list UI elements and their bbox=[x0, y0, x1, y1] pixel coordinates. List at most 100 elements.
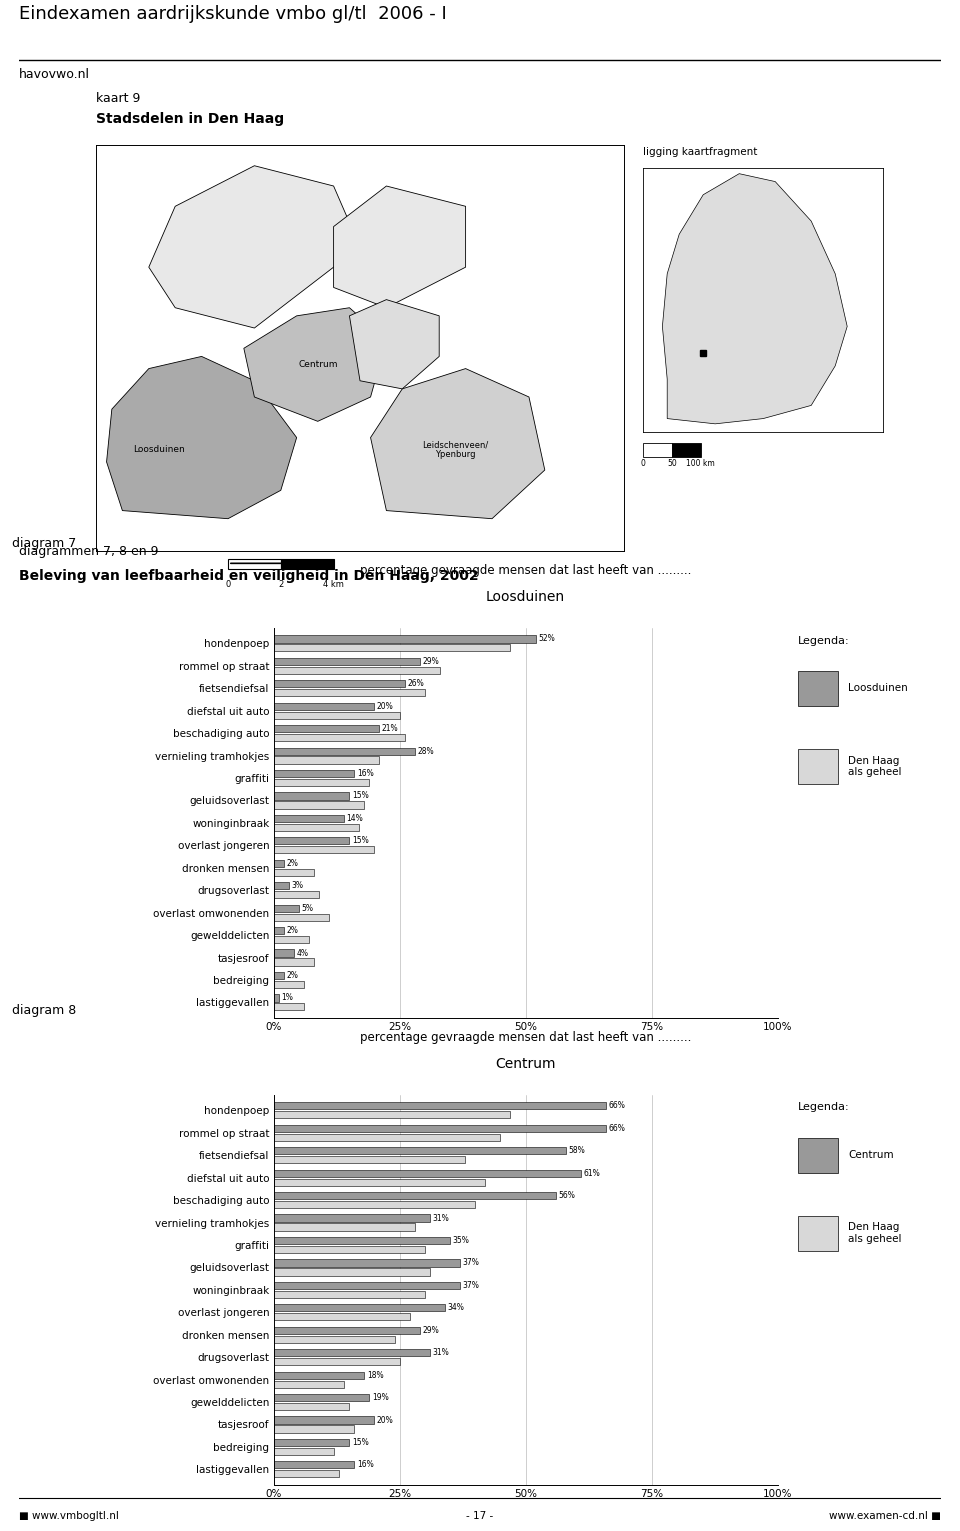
Bar bbox=[274, 658, 420, 664]
Text: kaart 9: kaart 9 bbox=[96, 92, 140, 104]
Bar bbox=[274, 1214, 430, 1222]
Text: Loosduinen: Loosduinen bbox=[133, 446, 185, 455]
Bar bbox=[274, 1133, 500, 1141]
Text: 14%: 14% bbox=[347, 814, 364, 824]
Text: 2%: 2% bbox=[286, 859, 298, 868]
Bar bbox=[274, 882, 289, 890]
Text: Leidschenveen/
Ypenburg: Leidschenveen/ Ypenburg bbox=[421, 439, 489, 459]
Bar bbox=[274, 1461, 354, 1468]
Text: 31%: 31% bbox=[432, 1214, 449, 1223]
Bar bbox=[274, 1416, 374, 1424]
Bar bbox=[274, 914, 329, 920]
Text: Loosduinen: Loosduinen bbox=[849, 683, 908, 694]
Bar bbox=[274, 1147, 566, 1154]
Bar bbox=[274, 1260, 460, 1266]
Bar bbox=[274, 770, 354, 778]
Text: Den Haag
als geheel: Den Haag als geheel bbox=[849, 755, 901, 778]
Bar bbox=[274, 837, 349, 845]
Bar bbox=[274, 958, 314, 966]
Bar bbox=[274, 1372, 365, 1379]
Text: percentage gevraagde mensen dat last heeft van .........: percentage gevraagde mensen dat last hee… bbox=[360, 563, 691, 577]
Text: Loosduinen: Loosduinen bbox=[486, 591, 565, 605]
Text: ■ www.vmbogltl.nl: ■ www.vmbogltl.nl bbox=[19, 1511, 119, 1522]
Bar bbox=[274, 972, 283, 980]
Polygon shape bbox=[244, 308, 386, 421]
Bar bbox=[274, 1281, 460, 1289]
Bar bbox=[274, 1200, 475, 1208]
Text: Centrum: Centrum bbox=[298, 360, 338, 369]
Text: 15%: 15% bbox=[351, 1438, 369, 1447]
Bar bbox=[274, 747, 415, 755]
Bar bbox=[274, 635, 536, 643]
Bar bbox=[274, 1425, 354, 1433]
Text: 2%: 2% bbox=[286, 971, 298, 980]
Bar bbox=[798, 671, 838, 706]
Bar bbox=[274, 1402, 349, 1410]
Text: 15%: 15% bbox=[351, 792, 369, 801]
Text: 66%: 66% bbox=[609, 1124, 626, 1133]
Bar bbox=[274, 935, 309, 943]
Text: 20%: 20% bbox=[377, 1416, 394, 1424]
Bar bbox=[274, 1246, 424, 1252]
Text: Legenda:: Legenda: bbox=[798, 635, 850, 646]
Text: 29%: 29% bbox=[422, 1326, 439, 1335]
Text: diagrammen 7, 8 en 9: diagrammen 7, 8 en 9 bbox=[19, 545, 158, 557]
Bar bbox=[672, 442, 701, 456]
Text: 100 km: 100 km bbox=[686, 459, 715, 468]
Bar bbox=[798, 1138, 838, 1173]
Bar bbox=[274, 868, 314, 876]
Text: 21%: 21% bbox=[382, 724, 398, 733]
Bar bbox=[274, 1327, 420, 1334]
Text: diagram 7: diagram 7 bbox=[12, 537, 76, 550]
Text: havovwo.nl: havovwo.nl bbox=[19, 67, 90, 81]
Bar bbox=[274, 645, 511, 652]
Text: 18%: 18% bbox=[367, 1370, 383, 1379]
Text: 16%: 16% bbox=[357, 769, 373, 778]
Bar bbox=[274, 1358, 399, 1366]
Polygon shape bbox=[349, 300, 440, 389]
Text: 0: 0 bbox=[640, 459, 646, 468]
Text: 2: 2 bbox=[278, 580, 283, 588]
Polygon shape bbox=[662, 173, 848, 424]
Polygon shape bbox=[107, 357, 297, 519]
Bar bbox=[274, 1448, 334, 1454]
Bar bbox=[274, 712, 399, 718]
Text: Stadsdelen in Den Haag: Stadsdelen in Den Haag bbox=[96, 112, 284, 126]
Bar bbox=[274, 1102, 607, 1110]
Bar bbox=[274, 824, 359, 831]
Bar bbox=[798, 1216, 838, 1251]
Bar bbox=[274, 703, 374, 710]
Bar bbox=[274, 814, 344, 822]
Bar bbox=[643, 442, 672, 456]
Bar bbox=[274, 949, 294, 957]
Bar bbox=[274, 801, 365, 808]
Bar bbox=[274, 1439, 349, 1445]
Bar bbox=[274, 1156, 465, 1164]
Bar bbox=[280, 559, 334, 570]
Text: 31%: 31% bbox=[432, 1349, 449, 1356]
Bar bbox=[274, 1223, 415, 1231]
Bar bbox=[274, 981, 303, 987]
Polygon shape bbox=[149, 165, 360, 328]
Text: 37%: 37% bbox=[463, 1258, 479, 1268]
Text: 4%: 4% bbox=[297, 949, 308, 957]
Text: 0: 0 bbox=[226, 580, 230, 588]
Text: 34%: 34% bbox=[447, 1303, 465, 1312]
Text: 29%: 29% bbox=[422, 657, 439, 666]
Bar bbox=[274, 680, 405, 687]
Bar bbox=[274, 1291, 424, 1298]
Bar bbox=[274, 1304, 445, 1312]
Bar bbox=[274, 1179, 485, 1185]
Text: 37%: 37% bbox=[463, 1281, 479, 1291]
Text: 52%: 52% bbox=[539, 634, 555, 643]
Bar bbox=[274, 726, 379, 732]
Text: Den Haag
als geheel: Den Haag als geheel bbox=[849, 1222, 901, 1245]
Bar bbox=[274, 1170, 581, 1177]
Bar bbox=[274, 1193, 556, 1199]
Text: 28%: 28% bbox=[418, 747, 434, 756]
Bar bbox=[274, 928, 283, 934]
Bar bbox=[274, 793, 349, 799]
Text: 50: 50 bbox=[667, 459, 677, 468]
Text: 15%: 15% bbox=[351, 836, 369, 845]
Text: ligging kaartfragment: ligging kaartfragment bbox=[643, 147, 757, 158]
